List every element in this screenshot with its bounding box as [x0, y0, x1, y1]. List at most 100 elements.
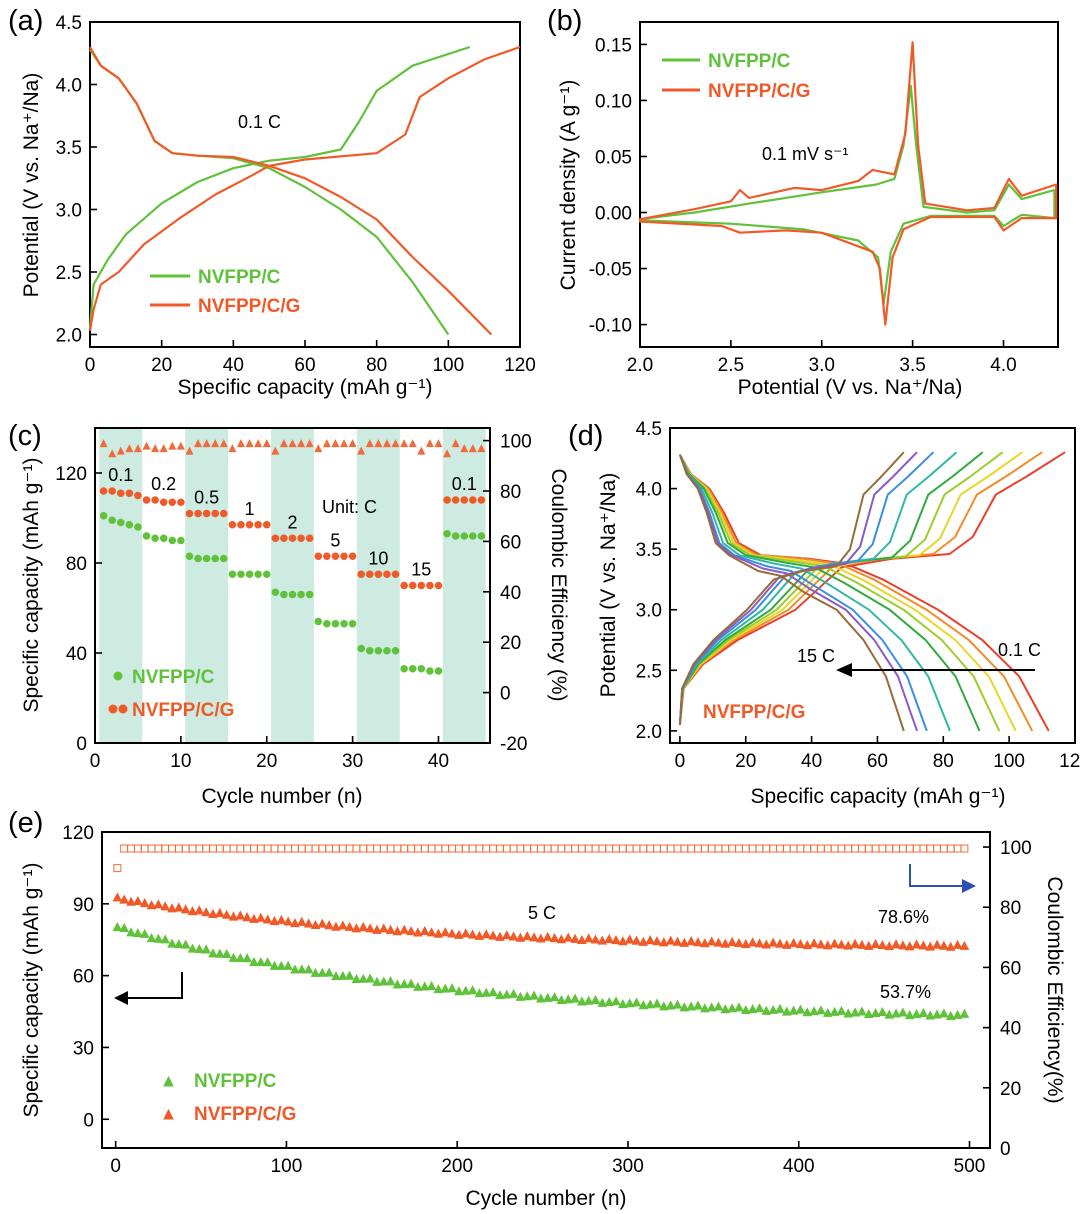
panel-e-ce-point-389	[775, 844, 784, 853]
panel-c-ce-point-29	[340, 439, 349, 448]
panel-e-point-nvfpp-c-g-41	[180, 904, 191, 914]
panel-e-point-nvfpp-c-g-333	[679, 937, 690, 947]
panel-c-y2-tick-label-4: 60	[500, 532, 521, 553]
panel-e-point-nvfpp-c-g-473	[918, 940, 929, 950]
panel-a-y-tick-label-5: 4.5	[56, 13, 82, 34]
panel-e-ce-point-149	[366, 844, 375, 853]
panel-e-point-nvfpp-c-g-401	[795, 939, 806, 949]
panel-e-point-nvfpp-c-233	[508, 988, 519, 998]
panel-e-point-nvfpp-c-g-89	[262, 914, 273, 924]
panel-c-ce-point-39	[425, 439, 434, 448]
panel-e-point-nvfpp-c-369	[740, 1004, 751, 1015]
panel-e-ce-point-369	[741, 844, 750, 853]
panel-e-point-nvfpp-c-401	[795, 1004, 806, 1014]
panel-c-point-nvfpp-c-1	[99, 511, 108, 520]
panel-e-point-nvfpp-c-325	[665, 1000, 676, 1010]
panel-c-point-nvfpp-c-g-10	[177, 498, 185, 507]
panel-e-point-nvfpp-c-373	[747, 1004, 758, 1014]
panel-e-point-nvfpp-c-g-321	[658, 937, 669, 947]
panel-e-point-nvfpp-c-g-101	[283, 916, 293, 926]
panel-e-point-nvfpp-c-g-277	[583, 933, 594, 943]
panel-d-label-01c: 0.1 C	[998, 640, 1041, 660]
panel-c-rate-label-7: 15	[411, 560, 431, 580]
panel-e-point-nvfpp-c-g-437	[857, 939, 867, 949]
panel-e-point-nvfpp-c-357	[720, 1004, 731, 1014]
panel-e-ce-point-161	[386, 844, 395, 853]
panel-c-point-nvfpp-c-27	[323, 619, 331, 628]
panel-e-point-nvfpp-c-g-385	[768, 937, 778, 947]
panel-c-point-nvfpp-c-33	[374, 646, 383, 655]
panel-e-point-nvfpp-c-85	[255, 957, 266, 967]
panel-e-point-nvfpp-c-185	[426, 980, 437, 991]
panel-c-rate-label-6: 10	[368, 548, 388, 568]
panel-e-point-nvfpp-c-g-497	[959, 940, 970, 950]
panel-e-point-nvfpp-c-413	[816, 1005, 826, 1015]
panel-d-y-tick-label-4: 4.0	[636, 480, 662, 501]
panel-e-y-ticks: 0 30 60 90 120	[62, 823, 109, 1131]
panel-c-point-nvfpp-c-g-26	[314, 552, 323, 561]
panel-e-point-nvfpp-c-5	[119, 922, 130, 932]
panel-c-point-nvfpp-c-g-27	[323, 552, 331, 561]
panel-c-ce-point-21	[271, 446, 280, 455]
panel-e-point-nvfpp-c-g-485	[939, 940, 949, 950]
panel-e-x-tick-label-4: 400	[783, 1156, 815, 1177]
panel-e-point-nvfpp-c-g-245	[529, 932, 539, 942]
panel-e-point-nvfpp-c-g-441	[863, 940, 874, 950]
panel-c-ce-point-44	[468, 444, 477, 453]
panel-e-point-nvfpp-c-1	[112, 922, 123, 932]
panel-c-x-tick-label-0: 0	[90, 751, 101, 772]
panel-a: (a) 0 20 40 60 80 100 120 2.0 2.5 3.0 3.5 4.0 4.5 S…	[8, 5, 536, 399]
panel-d-y-axis-title: Potential (V vs. Na⁺/Na)	[597, 473, 620, 698]
panel-b-cv-curve-0	[638, 84, 1056, 306]
panel-e-point-nvfpp-c-g-157	[378, 923, 389, 933]
panel-e-point-nvfpp-c-g-289	[604, 933, 615, 943]
panel-c-x-tick-label-4: 40	[428, 751, 449, 772]
panel-e-point-nvfpp-c-g-213	[474, 930, 485, 940]
panel-c-point-nvfpp-c-15	[220, 554, 228, 563]
panel-e-point-nvfpp-c-g-9	[126, 896, 136, 906]
panel-c-y2-tick-label-0: -20	[500, 734, 527, 755]
panel-a-x-tick-label-4: 80	[366, 355, 387, 376]
panel-e-point-nvfpp-c-21	[146, 933, 157, 943]
panel-e-ce-point-93	[270, 844, 279, 853]
panel-c-rate-label-0: 0.1	[108, 465, 133, 485]
panel-e-point-nvfpp-c-g-53	[201, 907, 212, 917]
panel-e-y-tick-label-3: 90	[73, 895, 94, 916]
panel-c-ce-point-10	[176, 441, 185, 450]
panel-e-ce-point-485	[939, 844, 948, 853]
panel-e-ce-point-61	[215, 844, 224, 853]
panel-a-y-tick-label-1: 2.5	[56, 263, 82, 284]
panel-e-point-nvfpp-c-g-193	[440, 927, 451, 937]
panel-e-ce-point-5	[120, 844, 129, 853]
panel-c-x-tick-label-2: 20	[256, 751, 277, 772]
panel-e-point-nvfpp-c-g-285	[597, 935, 608, 945]
panel-b-y-tick-label-0: -0.10	[589, 316, 632, 337]
panel-c-y2-tick-label-1: 0	[500, 684, 511, 705]
panel-c-point-nvfpp-c-g-9	[168, 498, 177, 507]
panel-c-point-nvfpp-c-g-5	[134, 491, 142, 500]
panel-e-ce-point-437	[857, 844, 866, 853]
panel-e-point-nvfpp-c-g-149	[365, 923, 375, 933]
panel-e-point-nvfpp-c-g-141	[351, 923, 362, 933]
panel-d-y-tick-label-5: 4.5	[636, 419, 662, 440]
panel-e-point-nvfpp-c-125	[324, 967, 334, 977]
panel-e-point-nvfpp-c-g-221	[488, 930, 498, 940]
panel-d-label: (d)	[568, 420, 603, 452]
panel-e-point-nvfpp-c-g-273	[577, 934, 587, 945]
panel-e-point-nvfpp-c-205	[460, 985, 471, 995]
panel-c-y-tick-label-1: 40	[66, 644, 87, 665]
panel-c-ce-point-31	[357, 446, 366, 455]
panel-e-ce-point-249	[536, 844, 545, 853]
panel-e-point-nvfpp-c-g-409	[809, 938, 819, 948]
panel-c-ce-point-1	[99, 439, 108, 448]
panel-e-point-nvfpp-c-g-105	[290, 918, 300, 928]
panel-e-ce-point-465	[905, 844, 914, 853]
panel-e-ce-point-29	[161, 844, 170, 853]
panel-c-point-nvfpp-c-g-16	[228, 520, 237, 529]
panel-c-ce-point-17	[236, 439, 245, 448]
panel-e-ce-point-469	[912, 844, 921, 853]
panel-e-ce-point-325	[666, 844, 675, 853]
panel-e-point-nvfpp-c-313	[645, 999, 656, 1009]
panel-c-point-nvfpp-c-g-23	[288, 534, 297, 543]
panel-c-ce-point-40	[434, 439, 443, 448]
